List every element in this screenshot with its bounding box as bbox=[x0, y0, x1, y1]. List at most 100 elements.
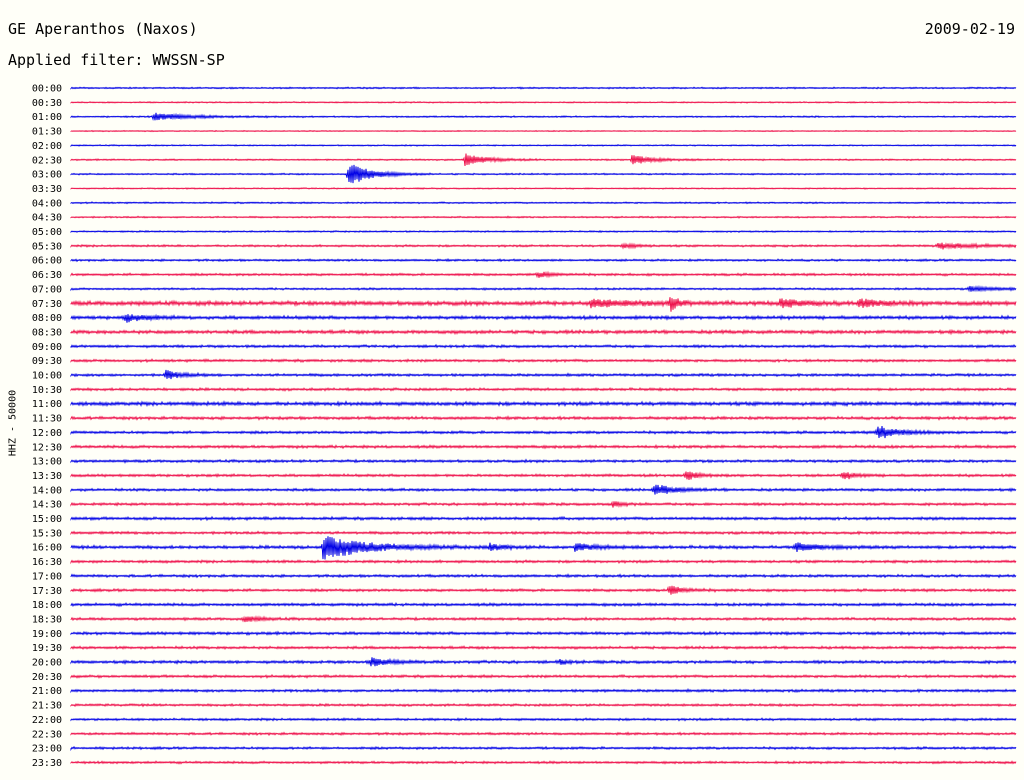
trace-2100 bbox=[70, 687, 1017, 694]
tick-label-0600: 06:00 bbox=[32, 256, 62, 267]
trace-0130 bbox=[70, 129, 1017, 133]
trace-2330 bbox=[70, 760, 1017, 765]
tick-label-0930: 09:30 bbox=[32, 356, 62, 367]
trace-0600 bbox=[70, 257, 1017, 263]
tick-label-0100: 01:00 bbox=[32, 112, 62, 123]
trace-0530 bbox=[70, 242, 1017, 250]
tick-label-0230: 02:30 bbox=[32, 155, 62, 166]
tick-label-1730: 17:30 bbox=[32, 586, 62, 597]
tick-label-1000: 10:00 bbox=[32, 371, 62, 382]
trace-1800 bbox=[70, 601, 1017, 608]
tick-label-1930: 19:30 bbox=[32, 643, 62, 654]
trace-2030 bbox=[70, 673, 1017, 679]
tick-label-0000: 00:00 bbox=[32, 84, 62, 95]
tick-label-0200: 02:00 bbox=[32, 141, 62, 152]
tick-label-1200: 12:00 bbox=[32, 428, 62, 439]
tick-label-1700: 17:00 bbox=[32, 571, 62, 582]
trace-0930 bbox=[70, 358, 1017, 364]
tick-label-0900: 09:00 bbox=[32, 342, 62, 353]
trace-0330 bbox=[70, 187, 1017, 190]
tick-label-2300: 23:00 bbox=[32, 744, 62, 755]
trace-1500 bbox=[70, 515, 1017, 522]
trace-1630 bbox=[70, 558, 1017, 565]
tick-label-0400: 04:00 bbox=[32, 198, 62, 209]
tick-label-0030: 00:30 bbox=[32, 98, 62, 109]
tick-label-1100: 11:00 bbox=[32, 399, 62, 410]
trace-0000 bbox=[70, 86, 1017, 90]
tick-label-1300: 13:00 bbox=[32, 457, 62, 468]
tick-label-1630: 16:30 bbox=[32, 557, 62, 568]
tick-label-1900: 19:00 bbox=[32, 629, 62, 640]
trace-1830 bbox=[70, 615, 1017, 623]
trace-1900 bbox=[70, 630, 1017, 637]
trace-1130 bbox=[70, 415, 1017, 421]
trace-1930 bbox=[70, 645, 1017, 651]
tick-label-2100: 21:00 bbox=[32, 686, 62, 697]
trace-lines bbox=[70, 86, 1017, 765]
tick-label-1530: 15:30 bbox=[32, 528, 62, 539]
tick-label-0830: 08:30 bbox=[32, 327, 62, 338]
trace-1330 bbox=[70, 471, 1017, 481]
tick-label-0630: 06:30 bbox=[32, 270, 62, 281]
tick-label-1030: 10:30 bbox=[32, 385, 62, 396]
trace-0630 bbox=[70, 270, 1017, 279]
tick-label-1500: 15:00 bbox=[32, 514, 62, 525]
trace-2300 bbox=[70, 745, 1017, 752]
tick-label-2200: 22:00 bbox=[32, 715, 62, 726]
station-title: GE Aperanthos (Naxos) bbox=[8, 20, 198, 38]
tick-label-2330: 23:30 bbox=[32, 758, 62, 769]
tick-label-0130: 01:30 bbox=[32, 127, 62, 138]
trace-1100 bbox=[70, 400, 1017, 408]
tick-label-0300: 03:00 bbox=[32, 170, 62, 181]
trace-0200 bbox=[70, 143, 1017, 148]
tick-label-0800: 08:00 bbox=[32, 313, 62, 324]
tick-label-1800: 18:00 bbox=[32, 600, 62, 611]
tick-label-2000: 20:00 bbox=[32, 658, 62, 669]
trace-0730 bbox=[70, 297, 1017, 312]
tick-label-2230: 22:30 bbox=[32, 729, 62, 740]
tick-label-0700: 07:00 bbox=[32, 284, 62, 295]
trace-0830 bbox=[70, 328, 1017, 336]
tick-label-0330: 03:30 bbox=[32, 184, 62, 195]
tick-label-1600: 16:00 bbox=[32, 543, 62, 554]
trace-0300 bbox=[70, 164, 1017, 184]
trace-2230 bbox=[70, 731, 1017, 737]
tick-label-1130: 11:30 bbox=[32, 414, 62, 425]
tick-label-1430: 14:30 bbox=[32, 500, 62, 511]
trace-1700 bbox=[70, 573, 1017, 579]
trace-1300 bbox=[70, 458, 1017, 464]
trace-2130 bbox=[70, 702, 1017, 708]
trace-0030 bbox=[70, 100, 1017, 104]
trace-0230 bbox=[70, 153, 1017, 166]
trace-0900 bbox=[70, 343, 1017, 349]
tick-label-2130: 21:30 bbox=[32, 701, 62, 712]
trace-0100 bbox=[70, 112, 1017, 122]
trace-0400 bbox=[70, 201, 1017, 205]
trace-1400 bbox=[70, 484, 1017, 495]
time-tick-labels: 00:00 00:30 01:00 01:30 02:00 02:30 03:00 03:30… bbox=[32, 84, 62, 769]
tick-label-1330: 13:30 bbox=[32, 471, 62, 482]
trace-1600 bbox=[70, 536, 1017, 560]
trace-1530 bbox=[70, 530, 1017, 536]
trace-0500 bbox=[70, 229, 1017, 234]
trace-1730 bbox=[70, 585, 1017, 595]
trace-0430 bbox=[70, 215, 1017, 219]
tick-label-1230: 12:30 bbox=[32, 442, 62, 453]
date-label: 2009-02-19 bbox=[924, 20, 1015, 38]
filter-label: Applied filter: WWSSN-SP bbox=[8, 51, 225, 69]
trace-1430 bbox=[70, 500, 1017, 509]
trace-0800 bbox=[70, 313, 1017, 323]
trace-2200 bbox=[70, 717, 1017, 722]
trace-1230 bbox=[70, 444, 1017, 450]
trace-1200 bbox=[70, 426, 1017, 439]
trace-0700 bbox=[70, 285, 1017, 293]
tick-label-0730: 07:30 bbox=[32, 299, 62, 310]
tick-label-1830: 18:30 bbox=[32, 614, 62, 625]
trace-1000 bbox=[70, 369, 1017, 380]
tick-label-1400: 14:00 bbox=[32, 485, 62, 496]
tick-label-0500: 05:00 bbox=[32, 227, 62, 238]
tick-label-0430: 04:30 bbox=[32, 213, 62, 224]
trace-2000 bbox=[70, 657, 1017, 667]
tick-label-2030: 20:30 bbox=[32, 672, 62, 683]
